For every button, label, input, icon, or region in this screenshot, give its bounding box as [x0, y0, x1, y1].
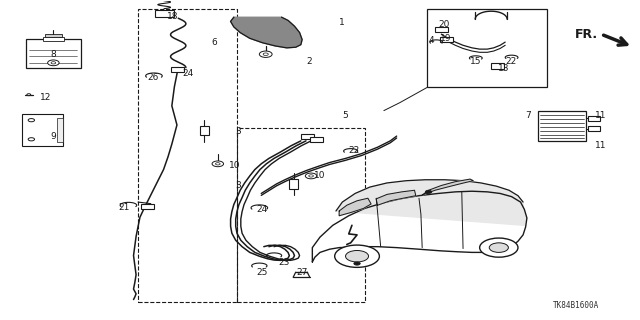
Text: 26: 26 [148, 73, 159, 82]
Text: 13: 13 [497, 64, 509, 73]
Bar [141, 204, 154, 209]
Text: 11: 11 [595, 111, 606, 120]
Bar [172, 67, 184, 72]
Circle shape [216, 163, 220, 165]
Text: 11: 11 [595, 141, 606, 150]
Text: 9: 9 [51, 132, 56, 140]
Text: 19: 19 [440, 34, 452, 43]
Circle shape [47, 60, 59, 66]
Text: 24: 24 [256, 205, 268, 214]
Polygon shape [422, 179, 473, 195]
Text: 15: 15 [470, 57, 481, 66]
Circle shape [346, 251, 369, 262]
Text: 6: 6 [211, 38, 217, 47]
Text: 25: 25 [256, 268, 268, 277]
Text: 23: 23 [278, 258, 290, 267]
Bar [301, 133, 314, 139]
Circle shape [308, 175, 314, 177]
Bar [440, 37, 453, 42]
Circle shape [305, 173, 317, 179]
Text: 2: 2 [306, 57, 312, 66]
Text: FR.: FR. [575, 28, 598, 41]
Bar [22, 114, 63, 146]
Polygon shape [336, 180, 525, 225]
Polygon shape [312, 191, 527, 262]
Text: 4: 4 [429, 36, 434, 45]
Circle shape [28, 119, 35, 122]
Bar [435, 27, 448, 32]
Text: 10: 10 [228, 161, 240, 170]
Circle shape [27, 94, 31, 96]
Circle shape [354, 262, 360, 265]
Text: TK84B1600A: TK84B1600A [553, 301, 599, 310]
Text: 24: 24 [182, 69, 194, 78]
Text: 1: 1 [339, 19, 345, 28]
Bar [45, 34, 61, 37]
Bar [200, 125, 209, 135]
Text: 22: 22 [505, 57, 516, 66]
Polygon shape [339, 198, 371, 216]
Polygon shape [376, 190, 416, 205]
Bar [538, 111, 586, 141]
Circle shape [479, 238, 518, 257]
Bar [310, 137, 323, 142]
Bar [428, 9, 547, 87]
Circle shape [489, 243, 508, 252]
Polygon shape [230, 17, 302, 48]
Text: 21: 21 [119, 203, 130, 212]
Circle shape [51, 62, 56, 64]
Circle shape [259, 51, 272, 57]
Text: 7: 7 [525, 111, 531, 120]
Bar [491, 63, 504, 68]
Circle shape [212, 161, 223, 167]
Bar [588, 126, 600, 131]
Bar [42, 37, 64, 41]
Circle shape [426, 190, 432, 194]
Bar [289, 179, 298, 189]
Text: 12: 12 [40, 93, 52, 102]
Text: 18: 18 [167, 12, 178, 21]
Bar [26, 39, 81, 68]
Circle shape [335, 245, 380, 268]
Circle shape [263, 53, 268, 55]
Text: 27: 27 [296, 268, 308, 277]
Bar [138, 9, 237, 302]
Bar [57, 118, 63, 142]
Text: 5: 5 [342, 111, 348, 120]
Bar [155, 10, 173, 17]
Text: 3: 3 [236, 127, 241, 136]
Text: 8: 8 [51, 50, 56, 59]
Text: 3: 3 [236, 181, 241, 190]
Bar [237, 128, 365, 302]
Text: 22: 22 [349, 146, 360, 155]
Text: 10: 10 [314, 172, 325, 180]
Bar [588, 116, 600, 121]
Text: 20: 20 [438, 20, 449, 29]
Circle shape [28, 138, 35, 141]
